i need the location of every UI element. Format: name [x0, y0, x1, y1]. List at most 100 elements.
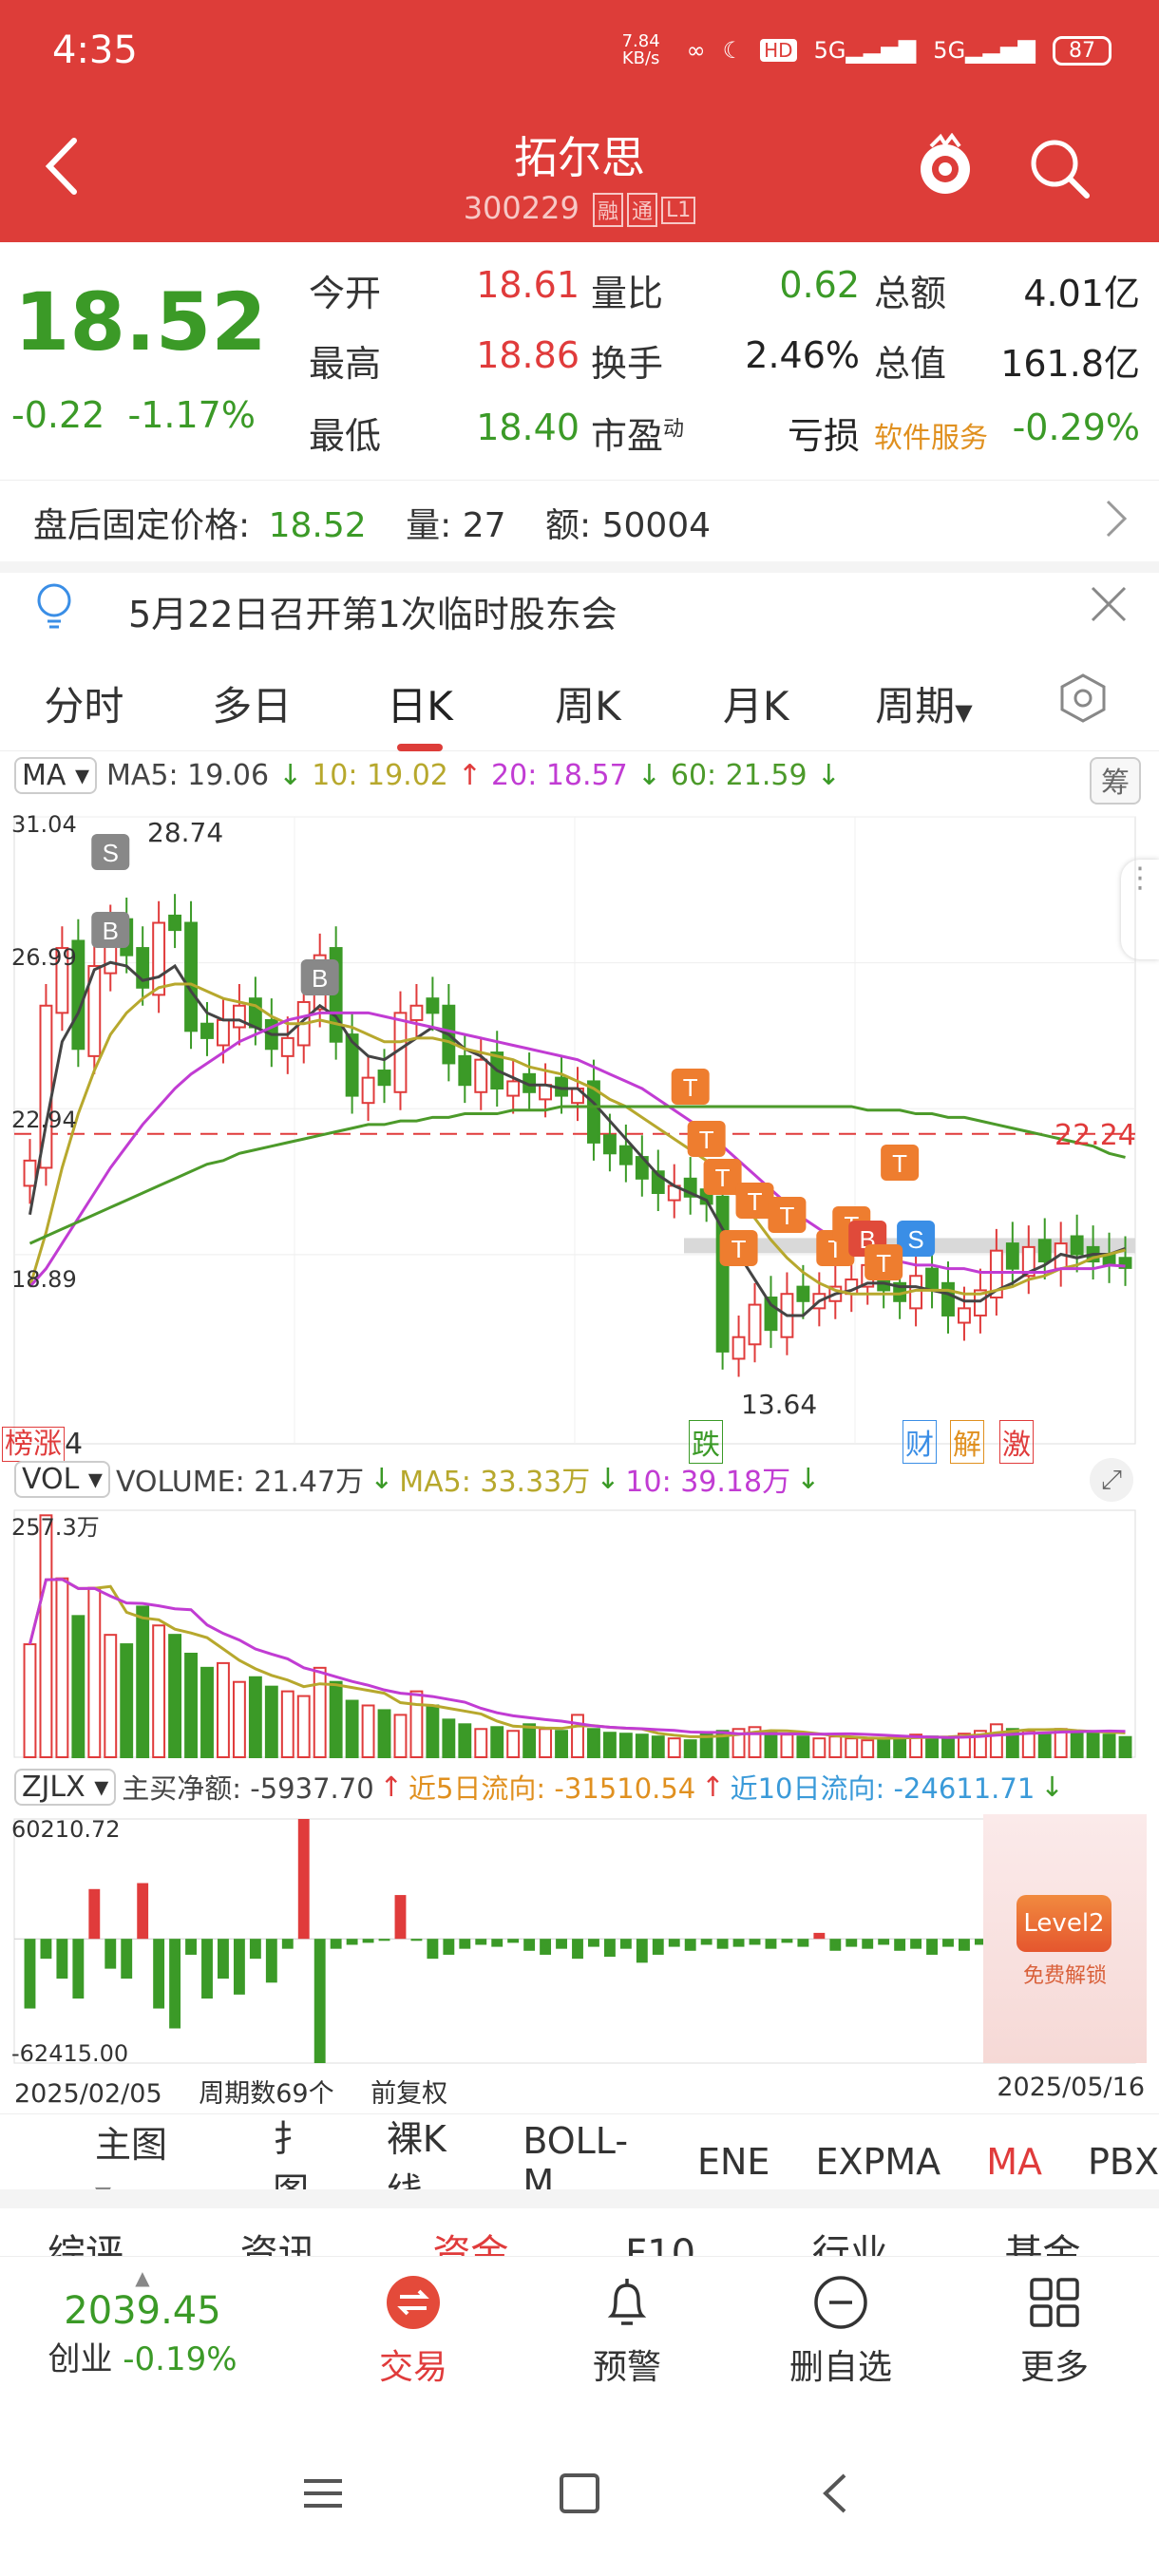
settings-hex-icon[interactable] [1008, 672, 1159, 734]
zjlx-bar-35 [588, 1939, 599, 1947]
kline-chart[interactable]: SBBTTTTTTTTBTST [0, 807, 1159, 1453]
menu-icon[interactable] [299, 2470, 347, 2517]
after-hours-row[interactable]: 盘后固定价格: 18.52 量: 27 额: 50004 [0, 480, 1159, 573]
high-value: 18.86 [476, 334, 580, 376]
btab-jijin[interactable]: 基金 [1004, 2232, 1081, 2256]
candle-39 [651, 1170, 665, 1195]
tag-bangzhang[interactable]: 榜涨 4 [2, 1420, 83, 1462]
chip-button[interactable]: 筹 [1090, 757, 1141, 805]
zjlx-bar-9 [169, 1939, 181, 2029]
zjlx-bar-53 [878, 1939, 890, 1945]
volume-chart[interactable] [0, 1506, 1159, 1762]
status-time: 4:35 [52, 28, 138, 72]
index-name: 创业 [48, 2340, 113, 2378]
nav-remove-watchlist[interactable]: 删自选 [746, 2274, 936, 2389]
ma20-value: 20: 18.57 [491, 759, 628, 792]
btab-hangye[interactable]: 行业 [811, 2232, 888, 2256]
zjlx-bar-31 [523, 1939, 536, 1951]
tab-monthly-k[interactable]: 月K [722, 682, 789, 729]
mascot-icon[interactable] [912, 132, 978, 199]
zjlx-bar-14 [249, 1939, 261, 1960]
ah-label: 盘后固定价格: [33, 506, 251, 545]
vol-bar-36 [602, 1732, 617, 1758]
zjlx-axis-min: -62415.00 [11, 2040, 129, 2067]
nav-more[interactable]: 更多 [960, 2274, 1150, 2389]
ma-selector[interactable]: MA ▾ [14, 757, 98, 794]
candle-20 [345, 1033, 359, 1097]
stock-code-text: 300229 [463, 190, 580, 226]
trade-marker-box-2 [300, 959, 339, 995]
candle-0 [23, 1159, 37, 1187]
index-widget[interactable]: ▲ 2039.45 创业 -0.19% [33, 2266, 252, 2379]
tag-die[interactable]: 跌 [689, 1420, 723, 1464]
vol-selector-label: VOL [22, 1462, 80, 1496]
level2-overlay[interactable]: Level2 免费解锁 [983, 1814, 1147, 2063]
vol-bar-66 [1086, 1732, 1100, 1758]
chevron-right-icon[interactable] [1102, 498, 1130, 543]
adjust-mode[interactable]: 前复权 [370, 2079, 448, 2109]
home-icon[interactable] [556, 2470, 603, 2517]
tab-weekly-k[interactable]: 周K [555, 682, 621, 729]
notice-bar[interactable]: 5月22日召开第1次临时股东会 [0, 568, 1159, 644]
candle-58 [958, 1307, 971, 1324]
zjlx-bar-13 [233, 1939, 245, 1995]
low-mark: 13.64 [741, 1389, 818, 1420]
candle-14 [248, 997, 262, 1029]
tab-daily-k[interactable]: 日K [336, 674, 504, 751]
sector-label[interactable]: 软件服务 [874, 422, 988, 455]
tab-period[interactable]: 周期▼ [840, 674, 1008, 732]
tab-fenshi[interactable]: 分时 [44, 682, 124, 729]
btab-zongping[interactable]: 综评 [48, 2232, 124, 2256]
ind-ene[interactable]: ENE [696, 2141, 770, 2183]
btab-f10[interactable]: F10 [625, 2232, 696, 2256]
tag-cai[interactable]: 财 [902, 1420, 937, 1464]
zjlx-bar-15 [265, 1939, 277, 1983]
vol-bar-38 [635, 1733, 649, 1759]
link-icon: ∞ [686, 37, 706, 64]
nav-trade[interactable]: 交易 [318, 2274, 508, 2389]
zjlx-selector[interactable]: ZJLX ▾ [14, 1768, 117, 1806]
candle-65 [1070, 1235, 1084, 1256]
btab-zijin[interactable]: 资金 [432, 2232, 509, 2256]
trade-marker-text-6: T [732, 1235, 747, 1263]
ind-main[interactable]: 主图 ▼ [49, 2115, 230, 2209]
vol-bar-0 [23, 1643, 37, 1758]
caret-down-icon: ▼ [955, 698, 973, 726]
ind-ma[interactable]: MA [986, 2141, 1042, 2183]
vol-bar-14 [248, 1676, 262, 1758]
zjlx-bar-56 [926, 1939, 938, 1955]
ind-pbx[interactable]: PBX [1087, 2141, 1159, 2183]
vol-bar-9 [168, 1634, 182, 1758]
vol-bar-6 [120, 1643, 134, 1758]
price-change: -0.22 -1.17% [11, 394, 256, 436]
zjlx-bar-19 [330, 1939, 342, 1949]
tag-ji[interactable]: 激 [999, 1420, 1034, 1464]
zjlx-bar-47 [781, 1939, 793, 1943]
pe-label-text: 市盈 [591, 415, 664, 457]
tab-duori[interactable]: 多日 [212, 682, 293, 729]
bell-icon [607, 2279, 647, 2325]
level2-badge[interactable]: Level2 [1016, 1895, 1112, 1952]
candle-57 [941, 1281, 955, 1316]
header-bar: 4:35 7.84 KB/s ∞ ☾ HD 5G▂▃▅▇ 5G▂▃▅▇ 87 拓… [0, 0, 1159, 242]
back-button[interactable] [38, 133, 95, 199]
trade-marker-text-4: T [699, 1126, 714, 1154]
expand-icon[interactable]: ⤢ [1090, 1458, 1133, 1502]
zjlx-bar-22 [378, 1939, 390, 1941]
tag-jie[interactable]: 解 [950, 1420, 984, 1464]
nav-alert[interactable]: 预警 [532, 2274, 722, 2389]
close-icon[interactable] [1087, 582, 1130, 630]
ind-boll[interactable]: BOLL-M [522, 2120, 629, 2204]
search-icon[interactable] [1026, 135, 1092, 201]
btab-zixun[interactable]: 资讯 [239, 2232, 316, 2256]
tag-rong: 融 [593, 193, 624, 227]
more-vert-icon[interactable]: ⋮ [1121, 860, 1159, 959]
vol-bar-45 [748, 1726, 762, 1758]
candle-16 [280, 1036, 294, 1057]
back-nav-icon[interactable] [812, 2470, 860, 2517]
zjlx-bar-40 [668, 1939, 680, 1947]
zjlx-bar-25 [427, 1939, 439, 1960]
vol-selector[interactable]: VOL ▾ [14, 1460, 110, 1498]
ind-expma[interactable]: EXPMA [815, 2141, 941, 2183]
trade-marker-4: T [687, 1121, 726, 1157]
